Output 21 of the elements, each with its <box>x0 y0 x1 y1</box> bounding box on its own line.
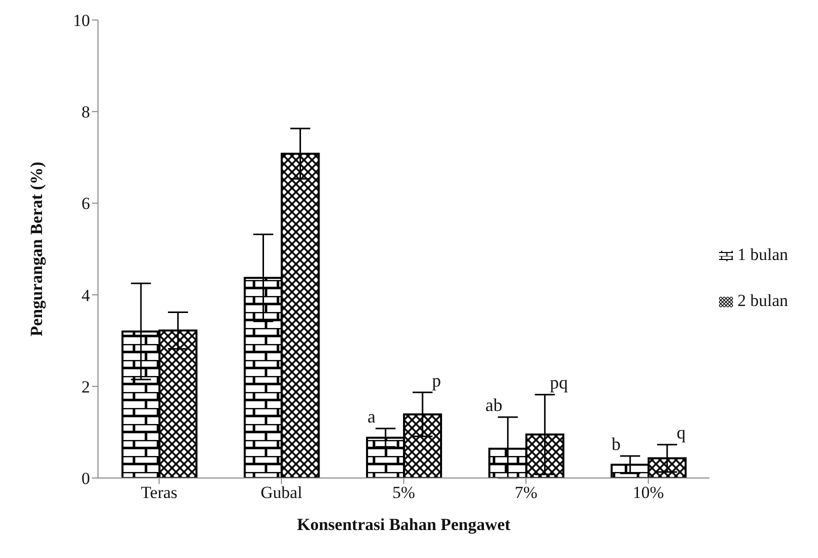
data-label: a <box>368 406 376 427</box>
x-axis-title: Konsentrasi Bahan Pengawet <box>297 515 511 534</box>
x-tick-label: 5% <box>392 483 416 502</box>
data-label: b <box>612 434 621 454</box>
data-label: q <box>676 422 686 443</box>
x-tick-label: Teras <box>140 483 178 502</box>
legend-label: 1 bulan <box>737 245 788 264</box>
y-axis-title: Pengurangan Berat (%) <box>27 162 46 336</box>
y-tick-label: 2 <box>82 377 90 396</box>
data-label: p <box>432 370 442 390</box>
legend-label: 2 bulan <box>737 291 788 310</box>
x-tick-label: Gubal <box>260 483 302 502</box>
y-tick-label: 6 <box>82 194 90 214</box>
y-tick-label: 4 <box>82 286 90 305</box>
x-tick-label: 10% <box>632 483 664 502</box>
y-tick-label: 0 <box>82 469 90 488</box>
y-tick-label: 8 <box>82 102 90 122</box>
x-tick-label: 7% <box>514 483 538 502</box>
data-label: pq <box>550 372 568 393</box>
y-tick-label: 10 <box>73 11 90 30</box>
data-label: ab <box>485 395 502 416</box>
